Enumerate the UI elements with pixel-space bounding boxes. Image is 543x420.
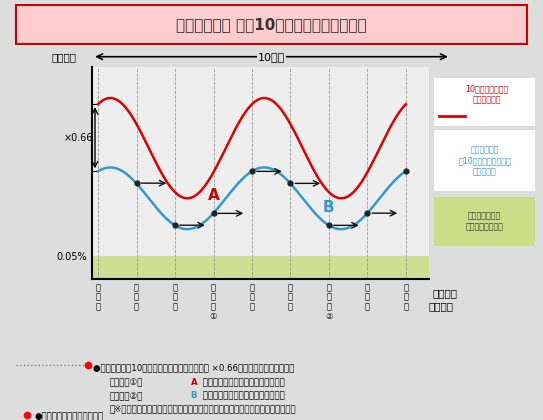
Text: 10年間: 10年間 [258,52,285,62]
Text: 利
払
日
②: 利 払 日 ② [325,283,333,321]
Text: 利
払
日: 利 払 日 [288,283,293,311]
Text: 利
払
日: 利 払 日 [249,283,255,311]
Text: 時点の利率で利子が支払われます。: 時点の利率で利子が支払われます。 [200,378,285,387]
Text: 10年固定利付国債
の実勢の金利: 10年固定利付国債 の実勢の金利 [465,84,508,105]
Text: 利
払
日: 利 払 日 [365,283,370,311]
Text: 利
払
日: 利 払 日 [173,283,178,311]
Text: A: A [207,188,219,203]
Text: 利
払
日: 利 払 日 [403,283,408,311]
Text: （利率）: （利率） [52,52,77,62]
FancyBboxPatch shape [431,195,539,248]
Text: 発
効
日: 発 効 日 [96,283,100,311]
Text: 時点の利率で利子が支払われます。: 時点の利率で利子が支払われます。 [200,391,285,400]
Bar [92,256,429,279]
Text: ×0.66: ×0.66 [64,133,93,143]
FancyBboxPatch shape [431,128,539,194]
Text: 利払日①：: 利払日①： [109,378,143,387]
Text: （期間）: （期間） [429,301,454,311]
Text: ※グラフはイメージであり、今後の金利状況を予測するものではありません。: ※グラフはイメージであり、今後の金利状況を予測するものではありません。 [109,405,296,414]
Text: （期間）: （期間） [432,288,457,298]
Text: 利
払
日
①: 利 払 日 ① [210,283,217,321]
Text: ●利払日は年２回（半年毎）: ●利払日は年２回（半年毎） [35,413,104,420]
Text: ●基準となる「10年固定利付国債」の実勢金利 ×0.66が適用利率となります。: ●基準となる「10年固定利付国債」の実勢金利 ×0.66が適用利率となります。 [93,363,295,373]
FancyBboxPatch shape [16,5,527,44]
Text: 個人向け国債
（10年・変動金利型）
の適用利率: 個人向け国債 （10年・変動金利型） の適用利率 [458,145,511,176]
Text: 個人向け国債 変動10年の金利変動イメージ: 個人向け国債 変動10年の金利変動イメージ [176,17,367,32]
Text: B: B [191,391,197,400]
Text: 利払日②：: 利払日②： [109,391,143,400]
Text: B: B [323,200,334,215]
Text: 利
払
日: 利 払 日 [134,283,139,311]
FancyBboxPatch shape [431,76,539,128]
Text: A: A [191,378,197,387]
Text: 適用利率の下限
（最低金利保証）: 適用利率の下限 （最低金利保証） [466,212,503,231]
